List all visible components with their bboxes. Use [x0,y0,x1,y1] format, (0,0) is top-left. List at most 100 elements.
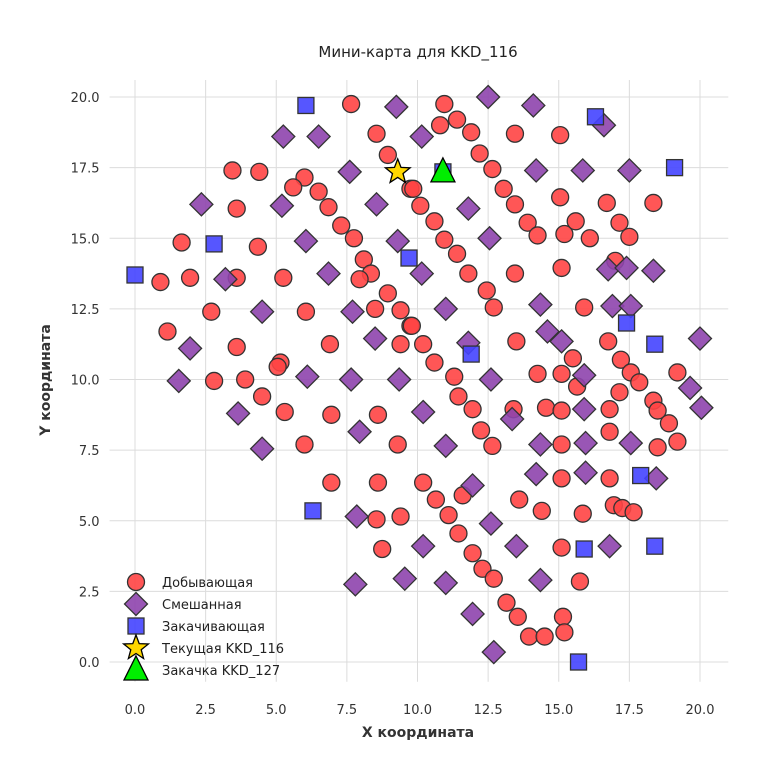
producer-well-point [505,124,525,143]
x-tick-labels: 0.0 2.5 5.0 7.5 10.0 12.5 15.0 17.5 20.0 [125,703,715,718]
mixed-well-point [409,124,435,149]
mixed-well-point [597,533,623,559]
producer-well-point [510,490,529,509]
x-tick-label: 7.5 [337,703,358,718]
mixed-well-point [571,362,597,388]
mixed-well-point [477,225,502,251]
producer-well-point [223,161,242,180]
injector-well-point [569,653,588,671]
legend: Добывающая Смешанная Закачивающая Текуща… [121,572,284,681]
chart-title: Мини-карта для KKD_116 [318,43,517,62]
y-tick-label: 12.5 [71,303,100,318]
injector-well-point [400,249,418,267]
producer-well-point [236,370,255,389]
producer-well-point [519,627,539,646]
producer-well-point [553,607,573,626]
mixed-well-point [527,567,553,593]
producer-well-point [644,193,663,213]
producer-well-point [204,371,224,391]
producer-well-point [508,607,527,626]
injector-well-point [462,345,480,363]
y-tick-label: 0.0 [79,656,100,671]
producer-well-point [566,212,585,231]
producer-well-point [551,125,570,145]
y-tick-label: 17.5 [71,162,100,177]
mixed-well-point [618,293,644,319]
mixed-well-point [478,367,504,392]
producer-well-point [368,473,388,492]
producer-well-point [274,268,293,287]
current-well-legend-icon [121,633,151,660]
producer-well-point [425,212,444,231]
mixed-well-point [614,255,639,281]
producer-well-point [378,284,397,303]
producer-well-point [388,435,407,454]
producer-well-point [252,387,272,406]
mixed-well-point [433,296,459,322]
producer-well-point [535,627,554,646]
producer-well-point [624,503,643,522]
injector-well-point [632,466,650,485]
mixed-well-point [386,367,412,392]
x-tick-label: 15.0 [544,703,573,718]
mixed-well-point [677,375,703,401]
producer-well-point [462,123,481,142]
producer-well-point [430,116,450,135]
injector-well-point [304,502,322,520]
producer-well-point [600,469,619,488]
producer-well-point [555,623,574,642]
producer-well-point [322,473,341,492]
mixed-well-point [460,473,486,498]
x-tick-label: 2.5 [195,703,216,718]
mixed-well-point [392,566,418,592]
producer-well-point [536,398,556,417]
producer-well-point [447,110,467,129]
mixed-well-point [433,570,459,596]
producer-well-point [402,316,422,335]
producer-well-point [477,281,496,300]
y-tick-labels: 0.0 2.5 5.0 7.5 10.0 12.5 15.0 17.5 20.0 [71,91,100,671]
mixed-well-point [503,533,529,559]
mixed-well-point [212,266,238,292]
legend-label-injection-target: Закачка KKD_127 [162,664,280,679]
mixed-well-point [166,368,192,394]
producer-well-point [505,195,525,214]
y-tick-label: 20.0 [71,91,100,106]
legend-label-producer: Добывающая [162,576,253,591]
injection-well-legend-icon [122,654,150,681]
producer-well-point [505,264,525,283]
injector-well-point [586,108,605,126]
producer-well-point [600,422,619,441]
producer-well-point [507,332,526,351]
producer-well-point [552,401,571,420]
mixed-well-point [481,639,507,665]
mixed-well-point [433,433,459,459]
x-axis-label: X координата [362,725,474,741]
producer-well-point [295,435,314,454]
mixed-well-point [570,158,596,183]
mixed-well-point [460,601,486,627]
producer-well-point [368,405,388,424]
producer-well-point [202,302,221,321]
producer-well-point [463,544,482,563]
mixed-well-point [293,228,319,254]
injector-well-point [297,96,315,115]
producer-well-point [610,383,629,402]
mixed-well-point [188,191,214,217]
mixed-well-point [177,336,203,361]
producer-well-point [599,332,618,351]
producer-well-point [551,188,570,207]
producer-well-point [463,400,482,419]
producer-well-point [365,299,385,319]
legend-label-injector: Закачивающая [162,620,265,635]
producer-well-point [367,510,386,529]
producer-well-point [449,524,468,543]
producer-well-point [518,213,537,232]
producer-well-point [158,322,177,341]
producer-well-point [575,298,594,317]
producer-well-point [404,179,423,198]
producer-well-point [563,349,583,368]
mixed-well-point [409,261,435,286]
injector-well-point [646,335,664,353]
